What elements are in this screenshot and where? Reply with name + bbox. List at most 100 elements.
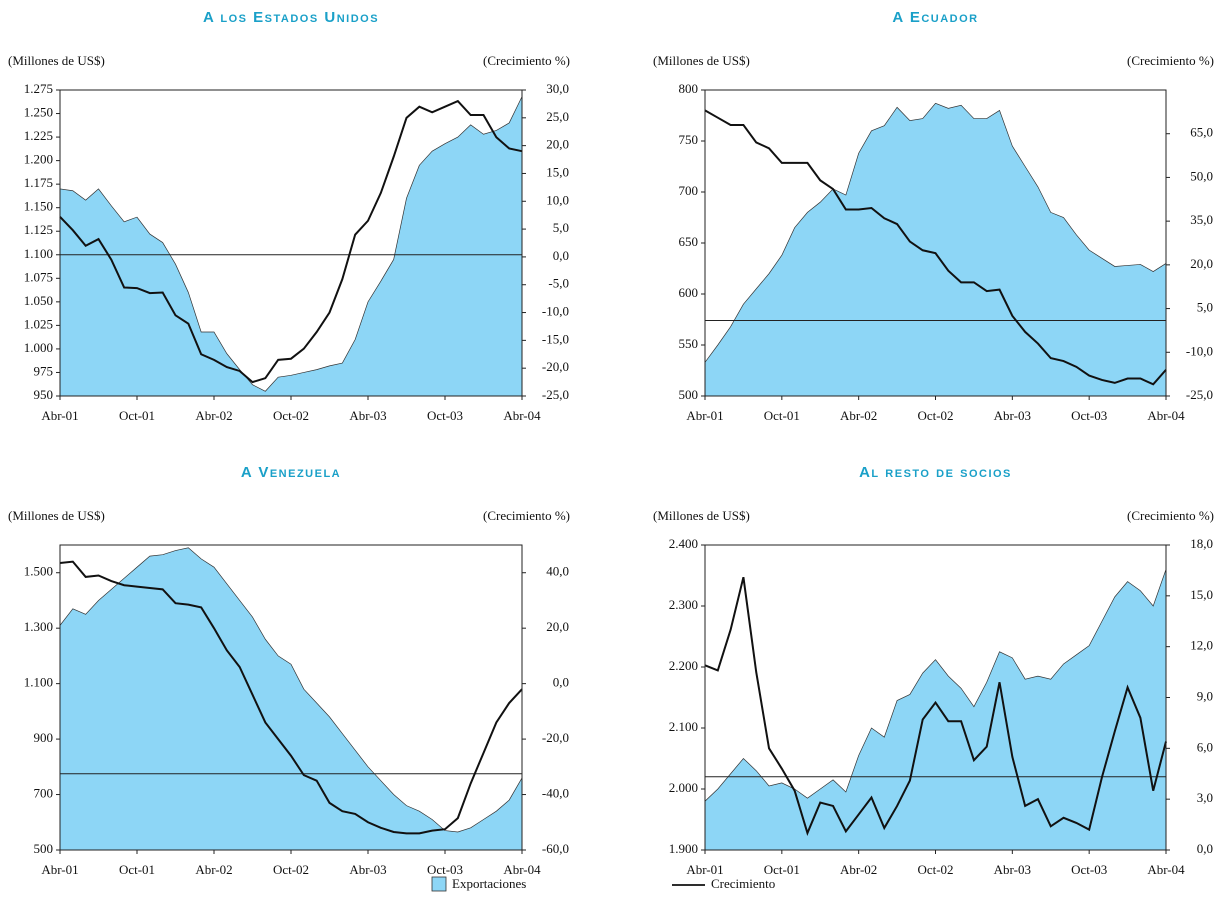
y-axis-label: (Millones de US$) [8, 53, 105, 68]
line [59, 99, 523, 384]
x-tick-label: Oct-01 [764, 862, 800, 877]
y-tick-label: 1.275 [24, 81, 53, 96]
legend-label: Crecimiento [711, 876, 775, 891]
x-tick-label: Abr-03 [994, 408, 1031, 423]
y2-tick-label: -20,0 [542, 730, 569, 745]
y2-axis-label: (Crecimiento %) [483, 508, 570, 523]
x-tick-label: Oct-01 [764, 408, 800, 423]
x-tick-label: Abr-04 [1147, 408, 1185, 423]
x-tick-label: Oct-01 [119, 862, 155, 877]
y2-tick-label: 5,0 [1197, 300, 1213, 315]
y2-tick-label: -25,0 [1186, 387, 1213, 402]
y2-tick-label: 15,0 [546, 164, 569, 179]
y-tick-label: 600 [679, 285, 699, 300]
y-tick-label: 1.250 [24, 105, 53, 120]
y-tick-label: 1.025 [24, 316, 53, 331]
chart-title: A los Estados Unidos [203, 9, 379, 26]
line [704, 576, 1167, 837]
area [704, 102, 1167, 397]
x-tick-label: Abr-04 [1147, 862, 1185, 877]
y-tick-label: 1.000 [24, 340, 53, 355]
y-tick-label: 2.100 [669, 719, 698, 734]
x-tick-label: Abr-04 [503, 862, 541, 877]
chart-title: A Venezuela [241, 464, 341, 481]
x-tick-label: Oct-02 [917, 408, 953, 423]
y-axis-label: (Millones de US$) [653, 53, 750, 68]
y-axis-label: (Millones de US$) [8, 508, 105, 523]
y-tick-label: 1.900 [669, 841, 698, 856]
x-tick-label: Abr-02 [195, 862, 232, 877]
x-tick-label: Abr-02 [840, 408, 877, 423]
y-tick-label: 1.225 [24, 128, 53, 143]
chart-title: A Ecuador [892, 9, 978, 26]
x-tick-label: Oct-02 [273, 408, 309, 423]
x-tick-label: Oct-03 [1071, 408, 1107, 423]
y2-tick-label: -15,0 [542, 331, 569, 346]
chart-title: Al resto de socios [859, 464, 1012, 481]
y-tick-label: 950 [34, 387, 54, 402]
y-tick-label: 900 [34, 730, 54, 745]
y2-tick-label: 35,0 [1190, 212, 1213, 227]
area [704, 569, 1167, 851]
y2-tick-label: -60,0 [542, 841, 569, 856]
y2-tick-label: 9,0 [1197, 688, 1213, 703]
y2-tick-label: 3,0 [1197, 790, 1213, 805]
y2-tick-label: 0,0 [553, 675, 569, 690]
y2-tick-label: 50,0 [1190, 168, 1213, 183]
x-tick-label: Abr-01 [41, 408, 78, 423]
y2-tick-label: 6,0 [1197, 739, 1213, 754]
x-tick-label: Abr-03 [349, 862, 386, 877]
y-tick-label: 1.125 [24, 222, 53, 237]
y2-tick-label: -25,0 [542, 387, 569, 402]
x-tick-label: Oct-03 [427, 408, 463, 423]
y-tick-label: 800 [679, 81, 699, 96]
y-tick-label: 1.100 [24, 246, 53, 261]
y2-tick-label: 40,0 [546, 564, 569, 579]
y-tick-label: 1.075 [24, 269, 53, 284]
y2-tick-label: 15,0 [1190, 587, 1213, 602]
y2-tick-label: 5,0 [553, 220, 569, 235]
y-tick-label: 650 [679, 234, 699, 249]
y2-tick-label: 10,0 [546, 192, 569, 207]
legend-label: Exportaciones [452, 876, 526, 891]
y2-tick-label: 12,0 [1190, 638, 1213, 653]
y-tick-label: 700 [679, 183, 699, 198]
y-tick-label: 2.200 [669, 658, 698, 673]
y2-tick-label: 20,0 [546, 137, 569, 152]
y2-tick-label: -20,0 [542, 359, 569, 374]
line [704, 109, 1167, 386]
area [59, 96, 523, 397]
y2-axis-label: (Crecimiento %) [1127, 508, 1214, 523]
line [59, 560, 523, 835]
legend-swatch-area [431, 876, 447, 892]
x-tick-label: Oct-03 [1071, 862, 1107, 877]
y-tick-label: 1.050 [24, 293, 53, 308]
x-tick-label: Oct-02 [273, 862, 309, 877]
y2-tick-label: 65,0 [1190, 125, 1213, 140]
y2-tick-label: 0,0 [553, 248, 569, 263]
y2-tick-label: 20,0 [546, 619, 569, 634]
y-tick-label: 700 [34, 786, 54, 801]
y2-tick-label: -5,0 [548, 276, 569, 291]
y2-tick-label: 18,0 [1190, 536, 1213, 551]
y2-tick-label: 25,0 [546, 109, 569, 124]
y2-axis-label: (Crecimiento %) [483, 53, 570, 68]
y2-tick-label: 30,0 [546, 81, 569, 96]
x-tick-label: Oct-02 [917, 862, 953, 877]
y-tick-label: 2.400 [669, 536, 698, 551]
x-tick-label: Abr-03 [994, 862, 1031, 877]
y2-axis-label: (Crecimiento %) [1127, 53, 1214, 68]
x-tick-label: Abr-03 [349, 408, 386, 423]
y2-tick-label: -40,0 [542, 786, 569, 801]
y-tick-label: 1.175 [24, 175, 53, 190]
y2-tick-label: 0,0 [1197, 841, 1213, 856]
y-tick-label: 2.300 [669, 597, 698, 612]
x-tick-label: Abr-04 [503, 408, 541, 423]
y-tick-label: 500 [679, 387, 699, 402]
area [59, 547, 523, 851]
y2-tick-label: 20,0 [1190, 256, 1213, 271]
y-tick-label: 1.100 [24, 675, 53, 690]
y-tick-label: 2.000 [669, 780, 698, 795]
y2-tick-label: -10,0 [1186, 343, 1213, 358]
